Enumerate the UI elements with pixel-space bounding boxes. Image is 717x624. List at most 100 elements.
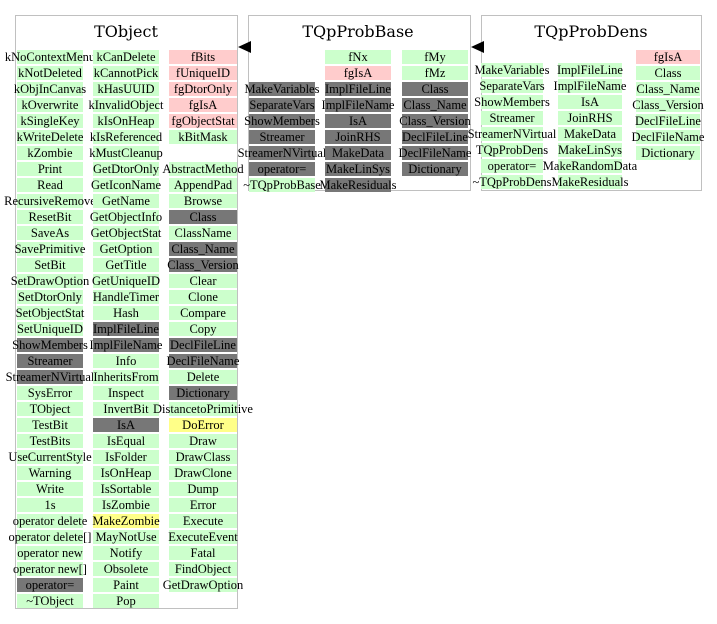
member-label: TestBits xyxy=(30,434,71,448)
member-label: Hash xyxy=(113,306,139,320)
member-tobject-distancetoprimitive: DistancetoPrimitive xyxy=(153,402,253,416)
member-label: Class xyxy=(421,82,448,96)
member-label: ImplFileName xyxy=(554,79,627,93)
member-label: ImplFileName xyxy=(90,338,163,352)
member-cell-bg xyxy=(402,146,468,160)
member-tobject-testbit: TestBit xyxy=(17,418,83,432)
class-titles: TObject TQpProbBase TQpProbDens xyxy=(94,22,648,41)
member-cell-bg xyxy=(17,482,83,496)
member-cell-bg xyxy=(93,466,159,480)
member-tobject-kbitmask: kBitMask xyxy=(169,130,237,144)
member-tobject-usecurrentstyle: UseCurrentStyle xyxy=(8,450,92,464)
member-cell-bg xyxy=(93,562,159,576)
member-tobject-setdrawoption: SetDrawOption xyxy=(11,274,90,288)
member-label: IsA xyxy=(581,95,599,109)
member-cell-bg xyxy=(325,114,391,128)
member-cells: kNoContextMenu kNotDeleted kObjInCanvas kOv… xyxy=(4,50,705,608)
member-cell-bg xyxy=(636,130,700,144)
member-label: Streamer xyxy=(27,354,73,368)
member-tobject-getuniqueid: GetUniqueID xyxy=(92,274,160,288)
member-tqpprobbase-fmy: fMy xyxy=(402,50,468,64)
member-tobject-kcandelete: kCanDelete xyxy=(93,50,159,64)
member-tobject-operator: operator= xyxy=(17,578,83,592)
member-label: DeclFileLine xyxy=(402,130,468,144)
member-label: ImplFileName xyxy=(322,98,395,112)
member-label: ~TObject xyxy=(26,594,74,608)
member-label: StreamerNVirtual xyxy=(238,146,327,160)
member-tobject-abstractmethod: AbstractMethod xyxy=(162,162,244,176)
member-label: Clone xyxy=(188,290,218,304)
member-tobject-isfolder: IsFolder xyxy=(93,450,159,464)
member-label: TObject xyxy=(30,402,71,416)
member-cell-bg xyxy=(169,546,237,560)
member-label: Class_Name xyxy=(636,82,700,96)
member-tqpprobbase-implfileline: ImplFileLine xyxy=(325,82,391,96)
member-label: ShowMembers xyxy=(244,114,320,128)
member-label: Class_Name xyxy=(403,98,467,112)
member-cell-bg xyxy=(249,82,315,96)
member-tobject-operator-delete: operator delete xyxy=(13,514,88,528)
member-cell-bg xyxy=(169,130,237,144)
member-label: fgObjectStat xyxy=(171,114,235,128)
member-cell-bg xyxy=(17,466,83,480)
member-tobject-implfilename: ImplFileName xyxy=(90,338,163,352)
member-label: kIsOnHeap xyxy=(98,114,155,128)
member-cell-bg xyxy=(17,114,83,128)
member-cell-bg xyxy=(17,578,83,592)
member-tobject-class: Class xyxy=(169,210,237,224)
member-tqpprobbase-tqpprobbase: ~TQpProbBase xyxy=(243,178,321,192)
member-label: JoinRHS xyxy=(567,111,612,125)
member-label: ResetBit xyxy=(28,210,72,224)
member-tobject-delete: Delete xyxy=(169,370,237,384)
member-tobject-classname: ClassName xyxy=(169,226,237,240)
member-tobject-appendpad: AppendPad xyxy=(169,178,237,192)
member-cell-bg xyxy=(93,258,159,272)
member-cell-bg xyxy=(558,143,622,157)
member-tobject-setobjectstat: SetObjectStat xyxy=(16,306,85,320)
member-label: kCannotPick xyxy=(94,66,159,80)
member-label: kMustCleanup xyxy=(89,146,163,160)
member-tobject-makezombie: MakeZombie xyxy=(92,514,160,528)
member-label: Class_Version xyxy=(632,98,704,112)
member-label: GetOption xyxy=(100,242,154,256)
member-cell-bg xyxy=(93,146,159,160)
member-tobject-gettitle: GetTitle xyxy=(93,258,159,272)
member-cell-bg xyxy=(17,290,83,304)
member-label: DoError xyxy=(182,418,224,432)
member-label: DistancetoPrimitive xyxy=(153,402,253,416)
member-tqpprobbase-dictionary: Dictionary xyxy=(402,162,468,176)
member-cell-bg xyxy=(93,82,159,96)
member-tobject-fgdtoronly: fgDtorOnly xyxy=(169,82,237,96)
member-label: DrawClone xyxy=(174,466,232,480)
member-tqpprobdens-dictionary: Dictionary xyxy=(636,146,700,160)
member-tobject-warning: Warning xyxy=(17,466,83,480)
member-label: IsA xyxy=(349,114,367,128)
member-tqpprobdens-makevariables: MakeVariables xyxy=(475,63,550,77)
member-label: Obsolete xyxy=(104,562,149,576)
member-label: TestBit xyxy=(32,418,68,432)
member-cell-bg xyxy=(636,66,700,80)
member-label: kIsReferenced xyxy=(90,130,163,144)
member-cell-bg xyxy=(93,386,159,400)
member-tobject-operator-new: operator new[] xyxy=(13,562,87,576)
member-tobject-koverwrite: kOverwrite xyxy=(17,98,83,112)
member-cell-bg xyxy=(169,514,237,528)
member-tqpprobdens-tqpprobdens: ~TQpProbDens xyxy=(473,175,552,189)
member-cell-bg xyxy=(93,242,159,256)
member-cell-bg xyxy=(17,226,83,240)
member-tqpprobbase-class: Class xyxy=(402,82,468,96)
inheritance-arrows xyxy=(238,41,484,53)
member-cell-bg xyxy=(402,130,468,144)
member-cell-bg xyxy=(169,210,237,224)
member-tobject-dictionary: Dictionary xyxy=(169,386,237,400)
member-label: ~TQpProbBase xyxy=(243,178,321,192)
member-cell-bg xyxy=(93,418,159,432)
member-cell-bg xyxy=(325,82,391,96)
member-label: MayNotUse xyxy=(95,530,157,544)
member-label: IsSortable xyxy=(101,482,152,496)
member-label: kWriteDelete xyxy=(17,130,84,144)
member-label: Read xyxy=(37,178,63,192)
member-cell-bg xyxy=(93,594,159,608)
member-cell-bg xyxy=(17,530,83,544)
